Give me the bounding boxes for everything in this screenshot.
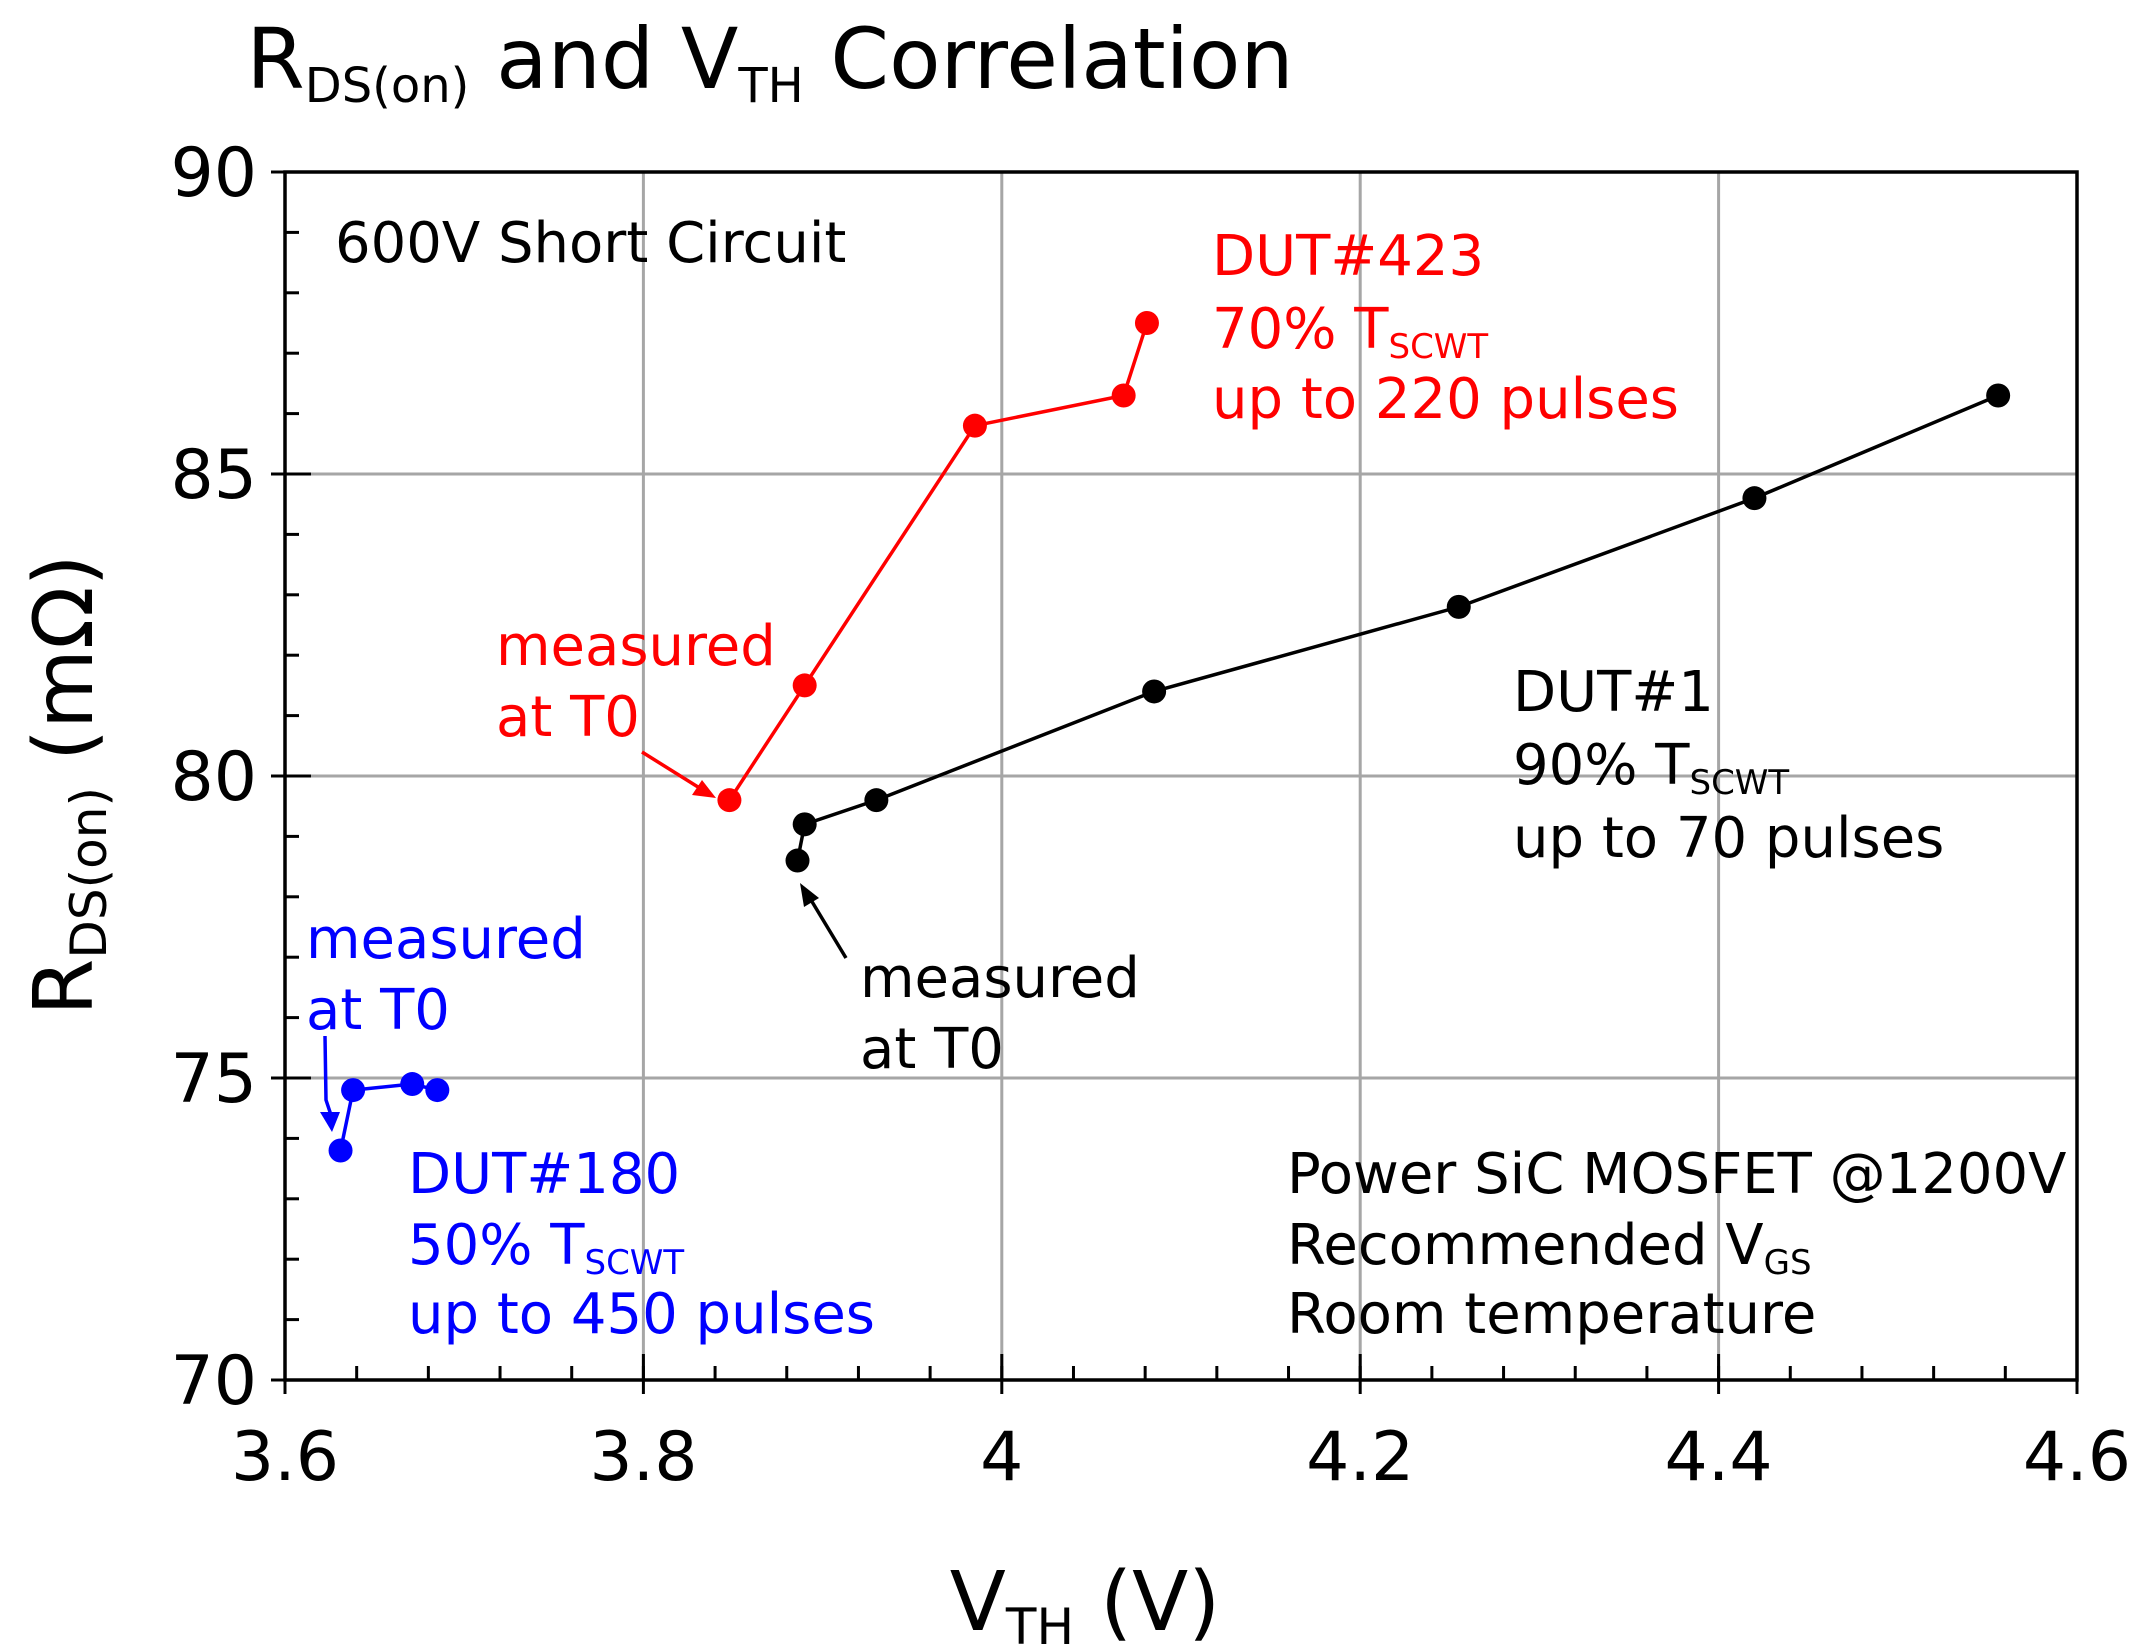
x-tick-label: 4.4 xyxy=(1665,1418,1773,1497)
data-point xyxy=(792,673,817,698)
data-point xyxy=(962,413,987,438)
data-point xyxy=(717,788,742,813)
dut1-label: DUT#1 90% TSCWT up to 70 pulses xyxy=(1513,660,1944,871)
data-point xyxy=(400,1072,425,1097)
device-label: Power SiC MOSFET @1200V Recommended VGS … xyxy=(1287,1142,2067,1347)
t0-blue-label: measured at T0 xyxy=(306,907,586,1043)
data-point xyxy=(328,1138,353,1163)
dut1-name: DUT#1 xyxy=(1513,660,1714,725)
t0-black-arrow xyxy=(806,894,848,959)
dut423-pct: 70% TSCWT xyxy=(1212,297,1488,367)
t0-red-label: measured at T0 xyxy=(496,614,776,750)
axes: 3.6 3.8 4 4.2 4.4 4.6 70 75 80 85 90 xyxy=(170,134,2131,1497)
data-point xyxy=(1742,486,1767,511)
dut180-pct: 50% TSCWT xyxy=(408,1213,684,1283)
dut1-pct-main: 90% T xyxy=(1513,733,1690,798)
x-tick-label: 3.8 xyxy=(589,1418,697,1497)
x-tick-label: 4.2 xyxy=(1306,1418,1414,1497)
t0-blue-line1: measured xyxy=(306,907,586,972)
x-axis-label-main: V xyxy=(950,1555,1006,1650)
data-point xyxy=(792,812,817,837)
t0-arrows xyxy=(320,750,848,1132)
x-axis-label: VTH (V) xyxy=(950,1555,1220,1652)
series-line xyxy=(727,322,1149,802)
x-axis-label-rest: (V) xyxy=(1074,1555,1220,1650)
dut1-pct: 90% TSCWT xyxy=(1513,733,1789,803)
device-line2: Recommended VGS xyxy=(1287,1213,1812,1283)
series xyxy=(328,311,2011,1163)
grid xyxy=(285,172,2077,1380)
t0-red-arrowhead xyxy=(692,780,716,798)
dut180-name: DUT#180 xyxy=(408,1142,680,1207)
t0-black-arrowhead xyxy=(800,883,819,907)
device-line1: Power SiC MOSFET @1200V xyxy=(1287,1142,2067,1207)
dut180-pulses: up to 450 pulses xyxy=(408,1282,875,1347)
series-line xyxy=(338,1082,438,1151)
t0-blue-arrow xyxy=(323,1035,333,1116)
title-middle: and V xyxy=(469,10,738,108)
device-line2-sub: GS xyxy=(1764,1243,1812,1283)
y-tick-label: 90 xyxy=(170,134,257,213)
title-r-sub: DS(on) xyxy=(305,58,470,114)
t0-blue-line2: at T0 xyxy=(306,978,450,1043)
series-dut180 xyxy=(328,1072,450,1163)
t0-black-line1: measured xyxy=(860,946,1140,1011)
data-point xyxy=(1134,311,1159,335)
chart-title: RDS(on) and VTH Correlation xyxy=(246,10,1293,114)
device-line2-main: Recommended V xyxy=(1287,1213,1764,1278)
t0-red-line1: measured xyxy=(496,614,776,679)
data-point xyxy=(1142,679,1167,704)
y-tick-label: 85 xyxy=(170,436,257,515)
x-tick-label: 4.6 xyxy=(2023,1418,2131,1497)
title-th-sub: TH xyxy=(737,58,803,114)
data-point xyxy=(341,1078,366,1103)
t0-red-line2: at T0 xyxy=(496,685,640,750)
x-tick-label: 3.6 xyxy=(231,1418,339,1497)
dut423-pulses: up to 220 pulses xyxy=(1212,367,1679,432)
y-tick-label: 75 xyxy=(170,1040,257,1119)
data-point xyxy=(1446,594,1471,619)
y-axis-label-sub: DS(on) xyxy=(60,787,118,959)
data-point xyxy=(425,1078,450,1103)
y-axis-label: RDS(on) (mΩ) xyxy=(17,554,118,1015)
dut423-pct-sub: SCWT xyxy=(1388,327,1488,367)
title-r: R xyxy=(246,10,304,108)
t0-blue-arrowhead xyxy=(320,1112,340,1132)
y-axis-label-main: R xyxy=(17,959,112,1016)
series-dut423 xyxy=(717,311,1159,813)
title-suffix: Correlation xyxy=(804,10,1294,108)
dut1-pct-sub: SCWT xyxy=(1689,763,1789,803)
data-point xyxy=(785,848,810,873)
dut180-pct-sub: SCWT xyxy=(584,1243,684,1283)
dut423-pct-main: 70% T xyxy=(1212,297,1389,362)
data-point xyxy=(1986,383,2011,408)
t0-black-line2: at T0 xyxy=(860,1017,1004,1082)
y-tick-label: 80 xyxy=(170,738,257,817)
condition-label: 600V Short Circuit xyxy=(335,211,846,276)
t0-red-arrow xyxy=(641,750,707,794)
dut423-name: DUT#423 xyxy=(1212,224,1484,289)
t0-black-label: measured at T0 xyxy=(860,946,1140,1082)
series-dut1 xyxy=(785,383,2011,873)
y-axis-label-rest: (mΩ) xyxy=(17,554,112,787)
device-line3: Room temperature xyxy=(1287,1282,1816,1347)
x-axis-label-sub: TH xyxy=(1005,1598,1074,1652)
dut180-pct-main: 50% T xyxy=(408,1213,585,1278)
data-point xyxy=(864,788,889,813)
x-tick-label: 4 xyxy=(980,1418,1023,1497)
dut1-pulses: up to 70 pulses xyxy=(1513,806,1944,871)
dut180-label: DUT#180 50% TSCWT up to 450 pulses xyxy=(408,1142,875,1347)
dut423-label: DUT#423 70% TSCWT up to 220 pulses xyxy=(1212,224,1679,432)
series-line xyxy=(795,393,1999,861)
data-point xyxy=(1111,383,1136,408)
y-tick-label: 70 xyxy=(170,1342,257,1421)
